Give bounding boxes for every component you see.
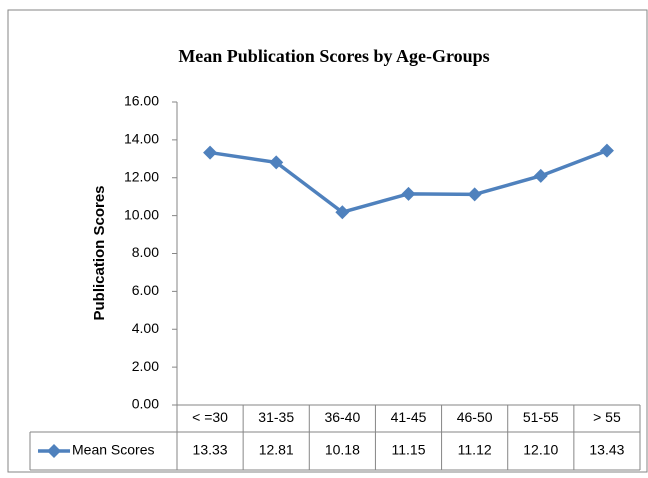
x-tick-label: 36-40	[324, 409, 360, 425]
y-tick-label: 10.00	[124, 206, 159, 222]
legend-marker	[47, 444, 61, 458]
legend-label: Mean Scores	[72, 442, 154, 458]
y-tick-label: 6.00	[132, 282, 159, 298]
table-value: 13.43	[589, 442, 624, 458]
table-value: 12.10	[523, 442, 558, 458]
marker	[203, 145, 218, 160]
marker	[533, 168, 548, 183]
marker	[599, 143, 614, 158]
y-axis-label: Publication Scores	[91, 185, 108, 320]
y-tick-label: 12.00	[124, 168, 159, 184]
chart-border	[7, 9, 648, 473]
x-tick-label: 51-55	[523, 409, 559, 425]
marker	[401, 186, 416, 201]
table-value: 10.18	[325, 442, 360, 458]
x-tick-label: 41-45	[391, 409, 427, 425]
x-tick-label: > 55	[593, 409, 621, 425]
y-tick-label: 16.00	[124, 93, 159, 109]
chart-title: Mean Publication Scores by Age-Groups	[178, 46, 489, 66]
x-tick-label: < =30	[192, 409, 228, 425]
y-tick-label: 14.00	[124, 131, 159, 147]
y-tick-label: 0.00	[132, 396, 159, 412]
y-tick-label: 2.00	[132, 358, 159, 374]
table-value: 13.33	[193, 442, 228, 458]
marker	[467, 187, 482, 202]
marker	[269, 155, 284, 170]
x-tick-label: 46-50	[457, 409, 493, 425]
table-value: 12.81	[259, 442, 294, 458]
table-value: 11.15	[392, 442, 426, 458]
table-value: 11.12	[458, 442, 492, 458]
marker	[335, 205, 350, 220]
x-tick-label: 31-35	[258, 409, 294, 425]
y-tick-label: 4.00	[132, 320, 159, 336]
y-tick-label: 8.00	[132, 244, 159, 260]
